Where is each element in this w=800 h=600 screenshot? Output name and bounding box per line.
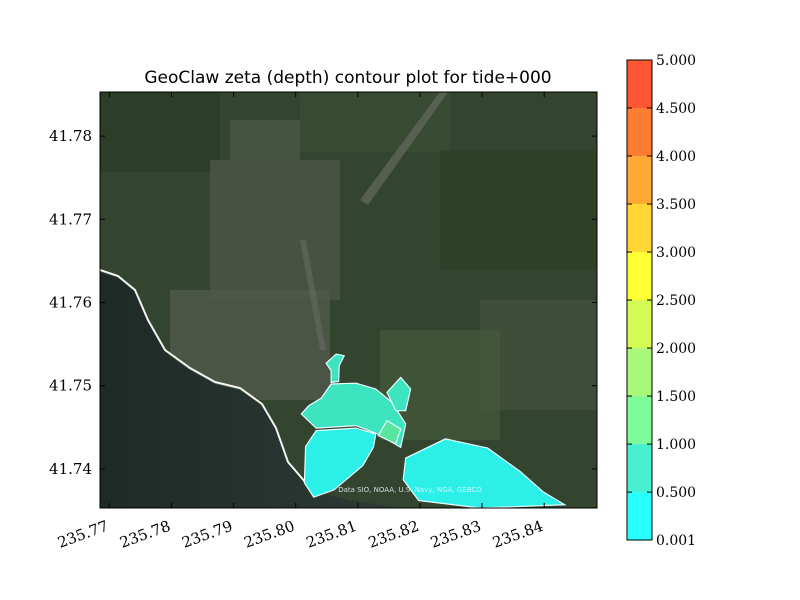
coastline xyxy=(100,269,313,491)
y-axis: 41.74 41.75 41.76 41.77 41.78 xyxy=(49,127,597,478)
x-tick-label: 235.84 xyxy=(490,517,545,552)
inundation-region-1 xyxy=(402,438,567,508)
colorbar-tick-label: 3.000 xyxy=(656,245,696,261)
colorbar-band xyxy=(627,252,652,301)
colorbar-band xyxy=(627,156,652,205)
inundation-region-0 xyxy=(303,427,377,498)
map-attribution: Data SIO, NOAA, U.S. Navy, NGA, GEBCO xyxy=(338,486,482,494)
y-tick-label: 41.76 xyxy=(49,293,92,311)
colorbar-band xyxy=(627,60,652,109)
x-tick-label: 235.81 xyxy=(304,517,359,552)
colorbar-tick-label: 0.500 xyxy=(656,485,696,501)
colorbar: 0.001 0.500 1.000 1.500 2.000 2.500 3.000 3.500… xyxy=(626,53,696,549)
y-tick-label: 41.77 xyxy=(49,210,92,228)
colorbar-tick-label: 1.500 xyxy=(656,389,696,405)
colorbar-tick-label: 2.000 xyxy=(656,341,696,357)
axes-frame xyxy=(99,91,598,509)
x-tick-label: 235.80 xyxy=(242,517,297,552)
ocean xyxy=(100,272,400,508)
x-tick-label: 235.83 xyxy=(428,517,483,552)
colorbar-band xyxy=(627,108,652,157)
x-tick-label: 235.77 xyxy=(55,517,110,552)
colorbar-tick-label: 5.000 xyxy=(656,53,696,69)
x-tick-label: 235.82 xyxy=(366,517,421,552)
inundation-region-4 xyxy=(386,376,412,412)
colorbar-tick-label: 3.500 xyxy=(656,197,696,213)
inundation-contours xyxy=(300,353,567,508)
y-tick-label: 41.78 xyxy=(49,127,92,145)
colorbar-band xyxy=(627,300,652,349)
y-tick-label: 41.75 xyxy=(49,377,92,395)
x-tick-label: 235.79 xyxy=(179,517,234,552)
colorbar-tick-label: 4.500 xyxy=(656,101,696,117)
y-tick-label: 41.74 xyxy=(49,460,92,478)
colorbar-tick-label: 0.001 xyxy=(656,533,696,549)
x-tick-label: 235.78 xyxy=(117,517,172,552)
colorbar-band xyxy=(627,348,652,397)
colorbar-tick-label: 2.500 xyxy=(656,293,696,309)
colorbar-band xyxy=(627,204,652,253)
colorbar-band xyxy=(627,444,652,493)
colorbar-band xyxy=(627,396,652,445)
colorbar-band xyxy=(627,492,652,540)
inundation-region-5 xyxy=(377,419,402,445)
colorbar-tick-label: 4.000 xyxy=(656,149,696,165)
chart-title: GeoClaw zeta (depth) contour plot for ti… xyxy=(144,68,551,88)
colorbar-tick-label: 1.000 xyxy=(656,437,696,453)
plot-area: Data SIO, NOAA, U.S. Navy, NGA, GEBCO xyxy=(100,92,597,508)
inundation-region-3 xyxy=(325,353,346,384)
